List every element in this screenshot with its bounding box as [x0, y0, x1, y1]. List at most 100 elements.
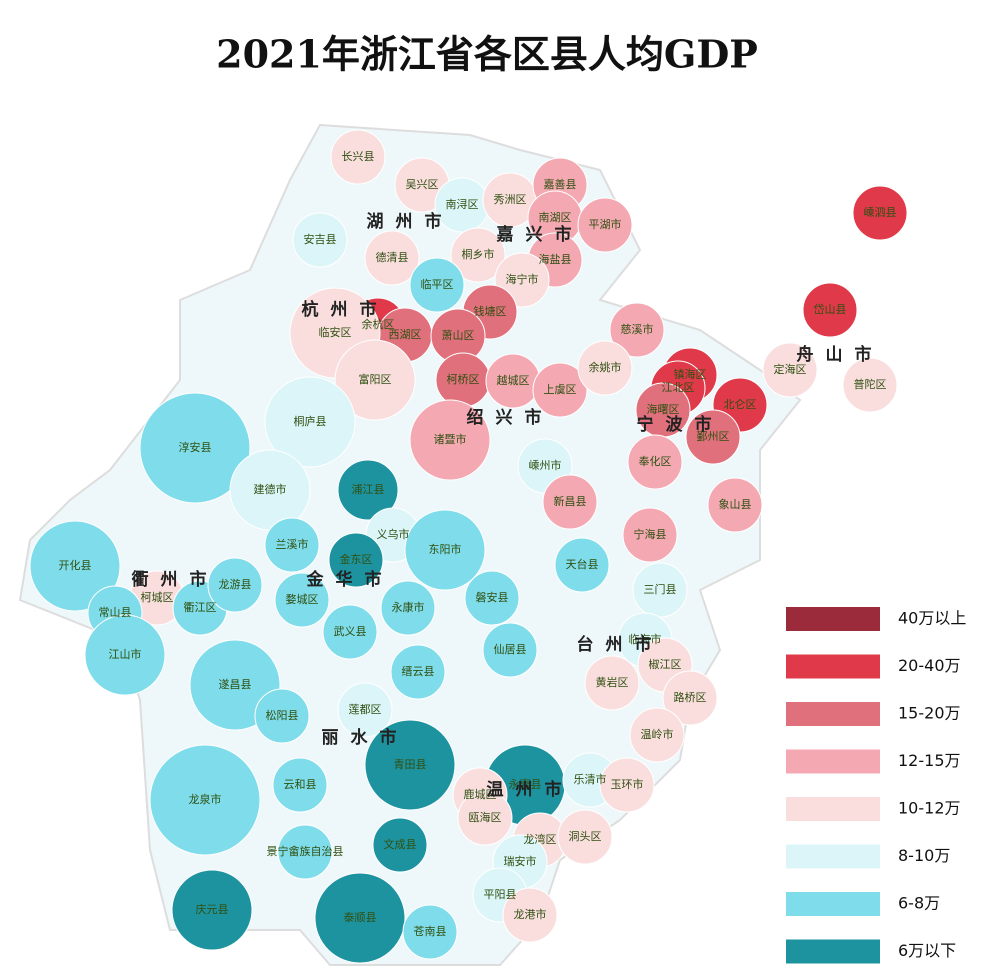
county-label: 仙居县 — [494, 643, 527, 656]
county-label: 海宁市 — [506, 272, 539, 286]
county-label: 嘉善县 — [544, 177, 577, 191]
county-label: 南湖区 — [539, 211, 572, 224]
county-area — [457, 790, 513, 846]
legend-swatch — [786, 702, 880, 726]
county-label: 嵊泗县 — [864, 206, 897, 219]
legend-label: 12-15万 — [898, 751, 961, 770]
county-label: 平湖市 — [589, 217, 622, 231]
county-area — [274, 572, 330, 628]
county-area — [662, 670, 718, 726]
county-label: 龙港市 — [514, 907, 547, 921]
county-label: 奉化区 — [639, 454, 672, 468]
county-area — [482, 622, 538, 678]
county-area — [254, 688, 310, 744]
legend-label: 6万以下 — [898, 941, 956, 960]
county-label: 遂昌县 — [219, 677, 252, 691]
county-label: 玉环市 — [611, 777, 644, 791]
county-label: 长兴县 — [342, 150, 375, 163]
county-label: 乐清市 — [574, 772, 607, 786]
legend-swatch — [786, 607, 880, 631]
county-area — [707, 477, 763, 533]
county-label: 桐庐县 — [294, 414, 327, 428]
county-area — [577, 197, 633, 253]
county-label: 江北区 — [662, 381, 695, 394]
county-area — [554, 537, 610, 593]
county-label: 龙湾区 — [524, 832, 557, 846]
county-label: 新昌县 — [554, 494, 587, 508]
county-area — [171, 869, 253, 951]
legend-swatch — [786, 797, 880, 821]
county-area — [328, 532, 384, 588]
county-label: 义乌市 — [377, 527, 410, 541]
county-label: 鄞州区 — [697, 430, 730, 443]
county-area — [502, 887, 558, 943]
city-label: 衢州市 — [132, 569, 219, 590]
county-label: 苍南县 — [414, 925, 447, 938]
county-label: 青田县 — [394, 758, 427, 771]
county-area — [264, 517, 320, 573]
county-area — [599, 757, 655, 813]
county-area — [852, 185, 908, 241]
county-label: 平阳县 — [484, 888, 517, 901]
county-label: 临平区 — [421, 277, 454, 291]
county-area — [334, 339, 416, 421]
county-label: 钱塘区 — [474, 304, 507, 318]
county-label: 北仑区 — [724, 397, 757, 411]
county-area — [149, 744, 261, 856]
county-area — [629, 707, 685, 763]
county-area — [404, 509, 486, 591]
county-label: 龙泉市 — [189, 792, 222, 806]
title: 2021年浙江省各区县人均GDP — [216, 32, 758, 77]
county-label: 宁海县 — [634, 527, 667, 541]
county-area — [450, 227, 506, 283]
county-label: 泰顺县 — [344, 910, 377, 924]
county-label: 浦江县 — [352, 483, 385, 496]
county-area — [390, 644, 446, 700]
county-label: 兰溪市 — [276, 537, 309, 551]
county-area — [264, 376, 356, 468]
county-area — [609, 302, 665, 358]
city-label: 嘉兴市 — [496, 224, 584, 245]
county-label: 瑞安市 — [504, 854, 537, 868]
county-label: 金东区 — [340, 552, 373, 566]
county-label: 诸暨市 — [434, 432, 467, 446]
county-label: 文成县 — [384, 837, 417, 851]
legend-swatch — [786, 892, 880, 916]
county-label: 南浔区 — [446, 198, 479, 211]
county-label: 镇海区 — [674, 367, 707, 381]
county-label: 磐安县 — [476, 590, 509, 604]
county-label: 淳安县 — [179, 440, 212, 454]
county-area — [364, 719, 456, 811]
county-label: 婺城区 — [286, 593, 319, 606]
county-area — [139, 392, 251, 504]
county-label: 柯城区 — [141, 591, 174, 604]
county-label: 松阳县 — [266, 708, 299, 722]
county-label: 洞头区 — [569, 830, 602, 843]
county-label: 常山县 — [99, 606, 132, 619]
county-area — [337, 459, 399, 521]
county-label: 慈溪市 — [621, 322, 654, 336]
county-label: 临海市 — [629, 632, 662, 646]
legend-label: 15-20万 — [898, 704, 961, 723]
city-label: 宁波市 — [637, 414, 724, 435]
county-label: 上虞区 — [544, 382, 577, 396]
county-label: 桐乡市 — [462, 247, 495, 261]
county-label: 东阳市 — [429, 542, 462, 556]
county-area — [842, 357, 898, 413]
county-label: 温岭市 — [641, 727, 674, 741]
county-area — [577, 340, 633, 396]
county-area — [557, 809, 613, 865]
county-label: 瓯海区 — [469, 810, 502, 824]
county-area — [292, 212, 348, 268]
county-area — [409, 257, 465, 313]
legend-label: 40万以上 — [898, 609, 966, 628]
county-area — [622, 507, 678, 563]
county-label: 景宁畲族自治县 — [267, 844, 344, 858]
county-area — [364, 230, 420, 286]
county-area — [627, 434, 683, 490]
county-label: 普陀区 — [854, 377, 887, 391]
county-label: 龙游县 — [219, 578, 252, 591]
legend-label: 6-8万 — [898, 894, 940, 913]
county-area — [372, 817, 428, 873]
